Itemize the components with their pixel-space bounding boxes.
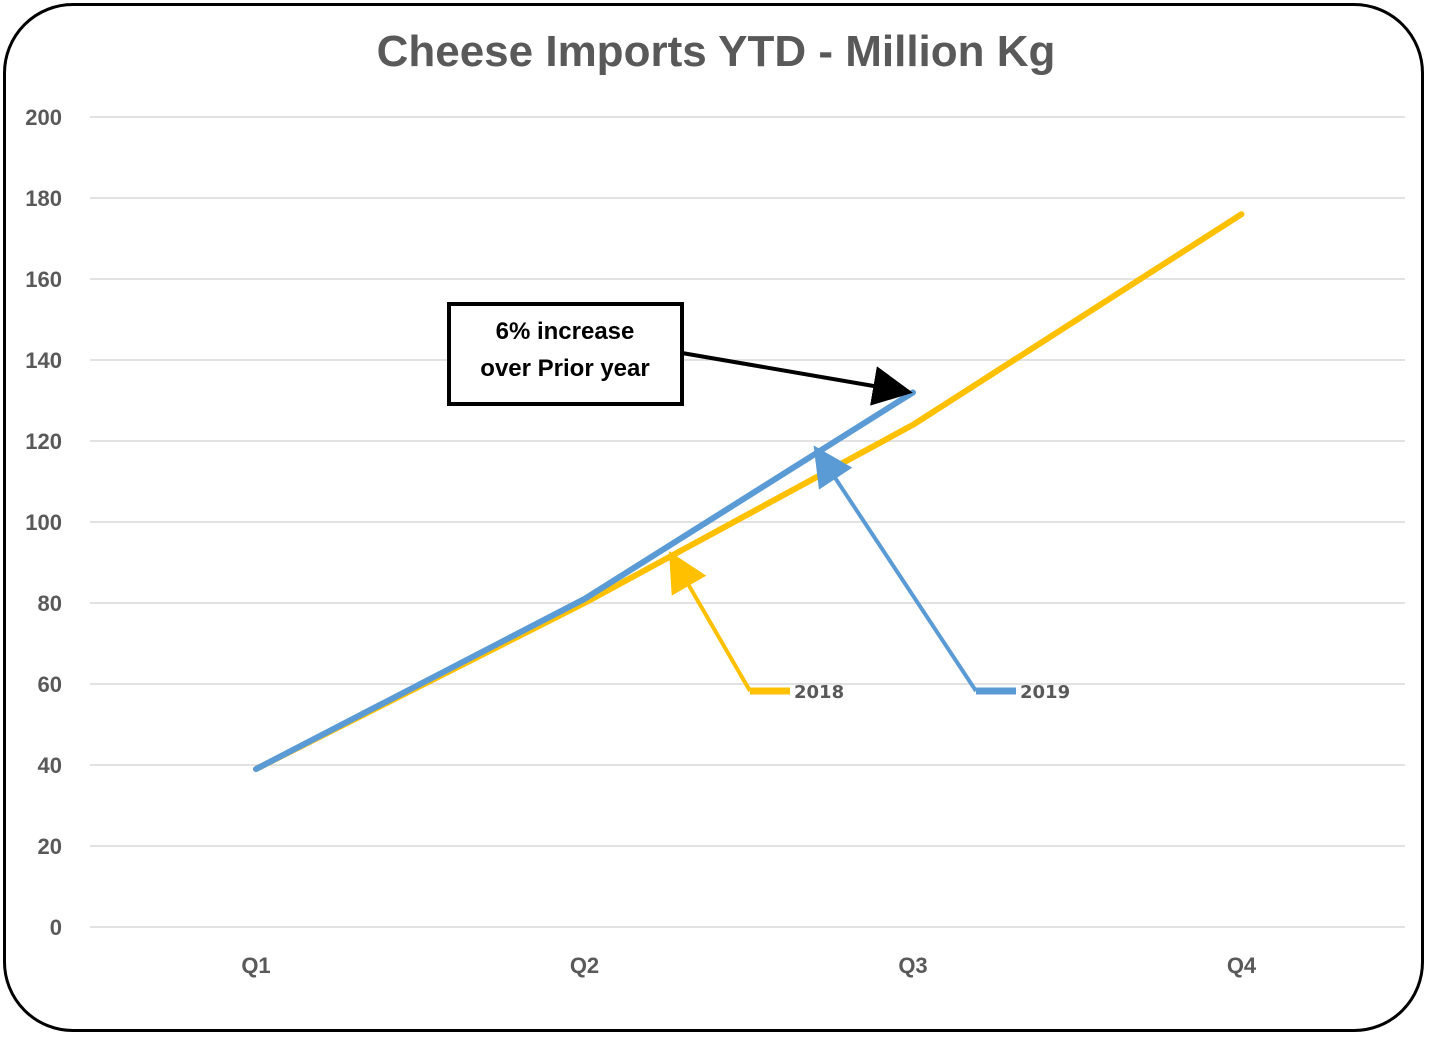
series-lines — [253, 211, 1245, 773]
gridlines — [90, 116, 1405, 928]
y-tick-label: 40 — [38, 753, 62, 778]
y-tick-label: 60 — [38, 672, 62, 697]
y-tick-label: 0 — [50, 915, 62, 940]
y-tick-label: 140 — [25, 348, 62, 373]
callout-arrow — [681, 351, 913, 406]
legend-label-2019: 2019 — [1020, 682, 1070, 703]
y-tick-label: 180 — [25, 186, 62, 211]
x-tick-label: Q1 — [241, 953, 270, 978]
y-tick-label: 100 — [25, 510, 62, 535]
x-tick-label: Q3 — [898, 953, 927, 978]
callout: 6% increase over Prior year — [447, 302, 913, 406]
legend-label-2018: 2018 — [794, 682, 844, 703]
y-tick-label: 120 — [25, 429, 62, 454]
legend-leader-2019 — [813, 445, 978, 693]
y-tick-label: 160 — [25, 267, 62, 292]
legend: 2018 2019 — [668, 445, 1070, 703]
chart-title: Cheese Imports YTD - Million Kg — [377, 27, 1056, 76]
x-tick-label: Q4 — [1227, 953, 1257, 978]
callout-text-line: over Prior year — [480, 355, 649, 382]
series-line-2019 — [253, 389, 916, 773]
y-axis-ticks: 0 20 40 60 80 100 120 140 160 180 200 — [25, 105, 62, 940]
x-axis-ticks: Q1 Q2 Q3 Q4 — [241, 953, 1257, 978]
y-tick-label: 20 — [38, 834, 62, 859]
y-tick-label: 80 — [38, 591, 62, 616]
x-tick-label: Q2 — [570, 953, 599, 978]
legend-leader-2018 — [668, 551, 752, 693]
y-tick-label: 200 — [25, 105, 62, 130]
callout-text-line: 6% increase — [496, 318, 635, 345]
